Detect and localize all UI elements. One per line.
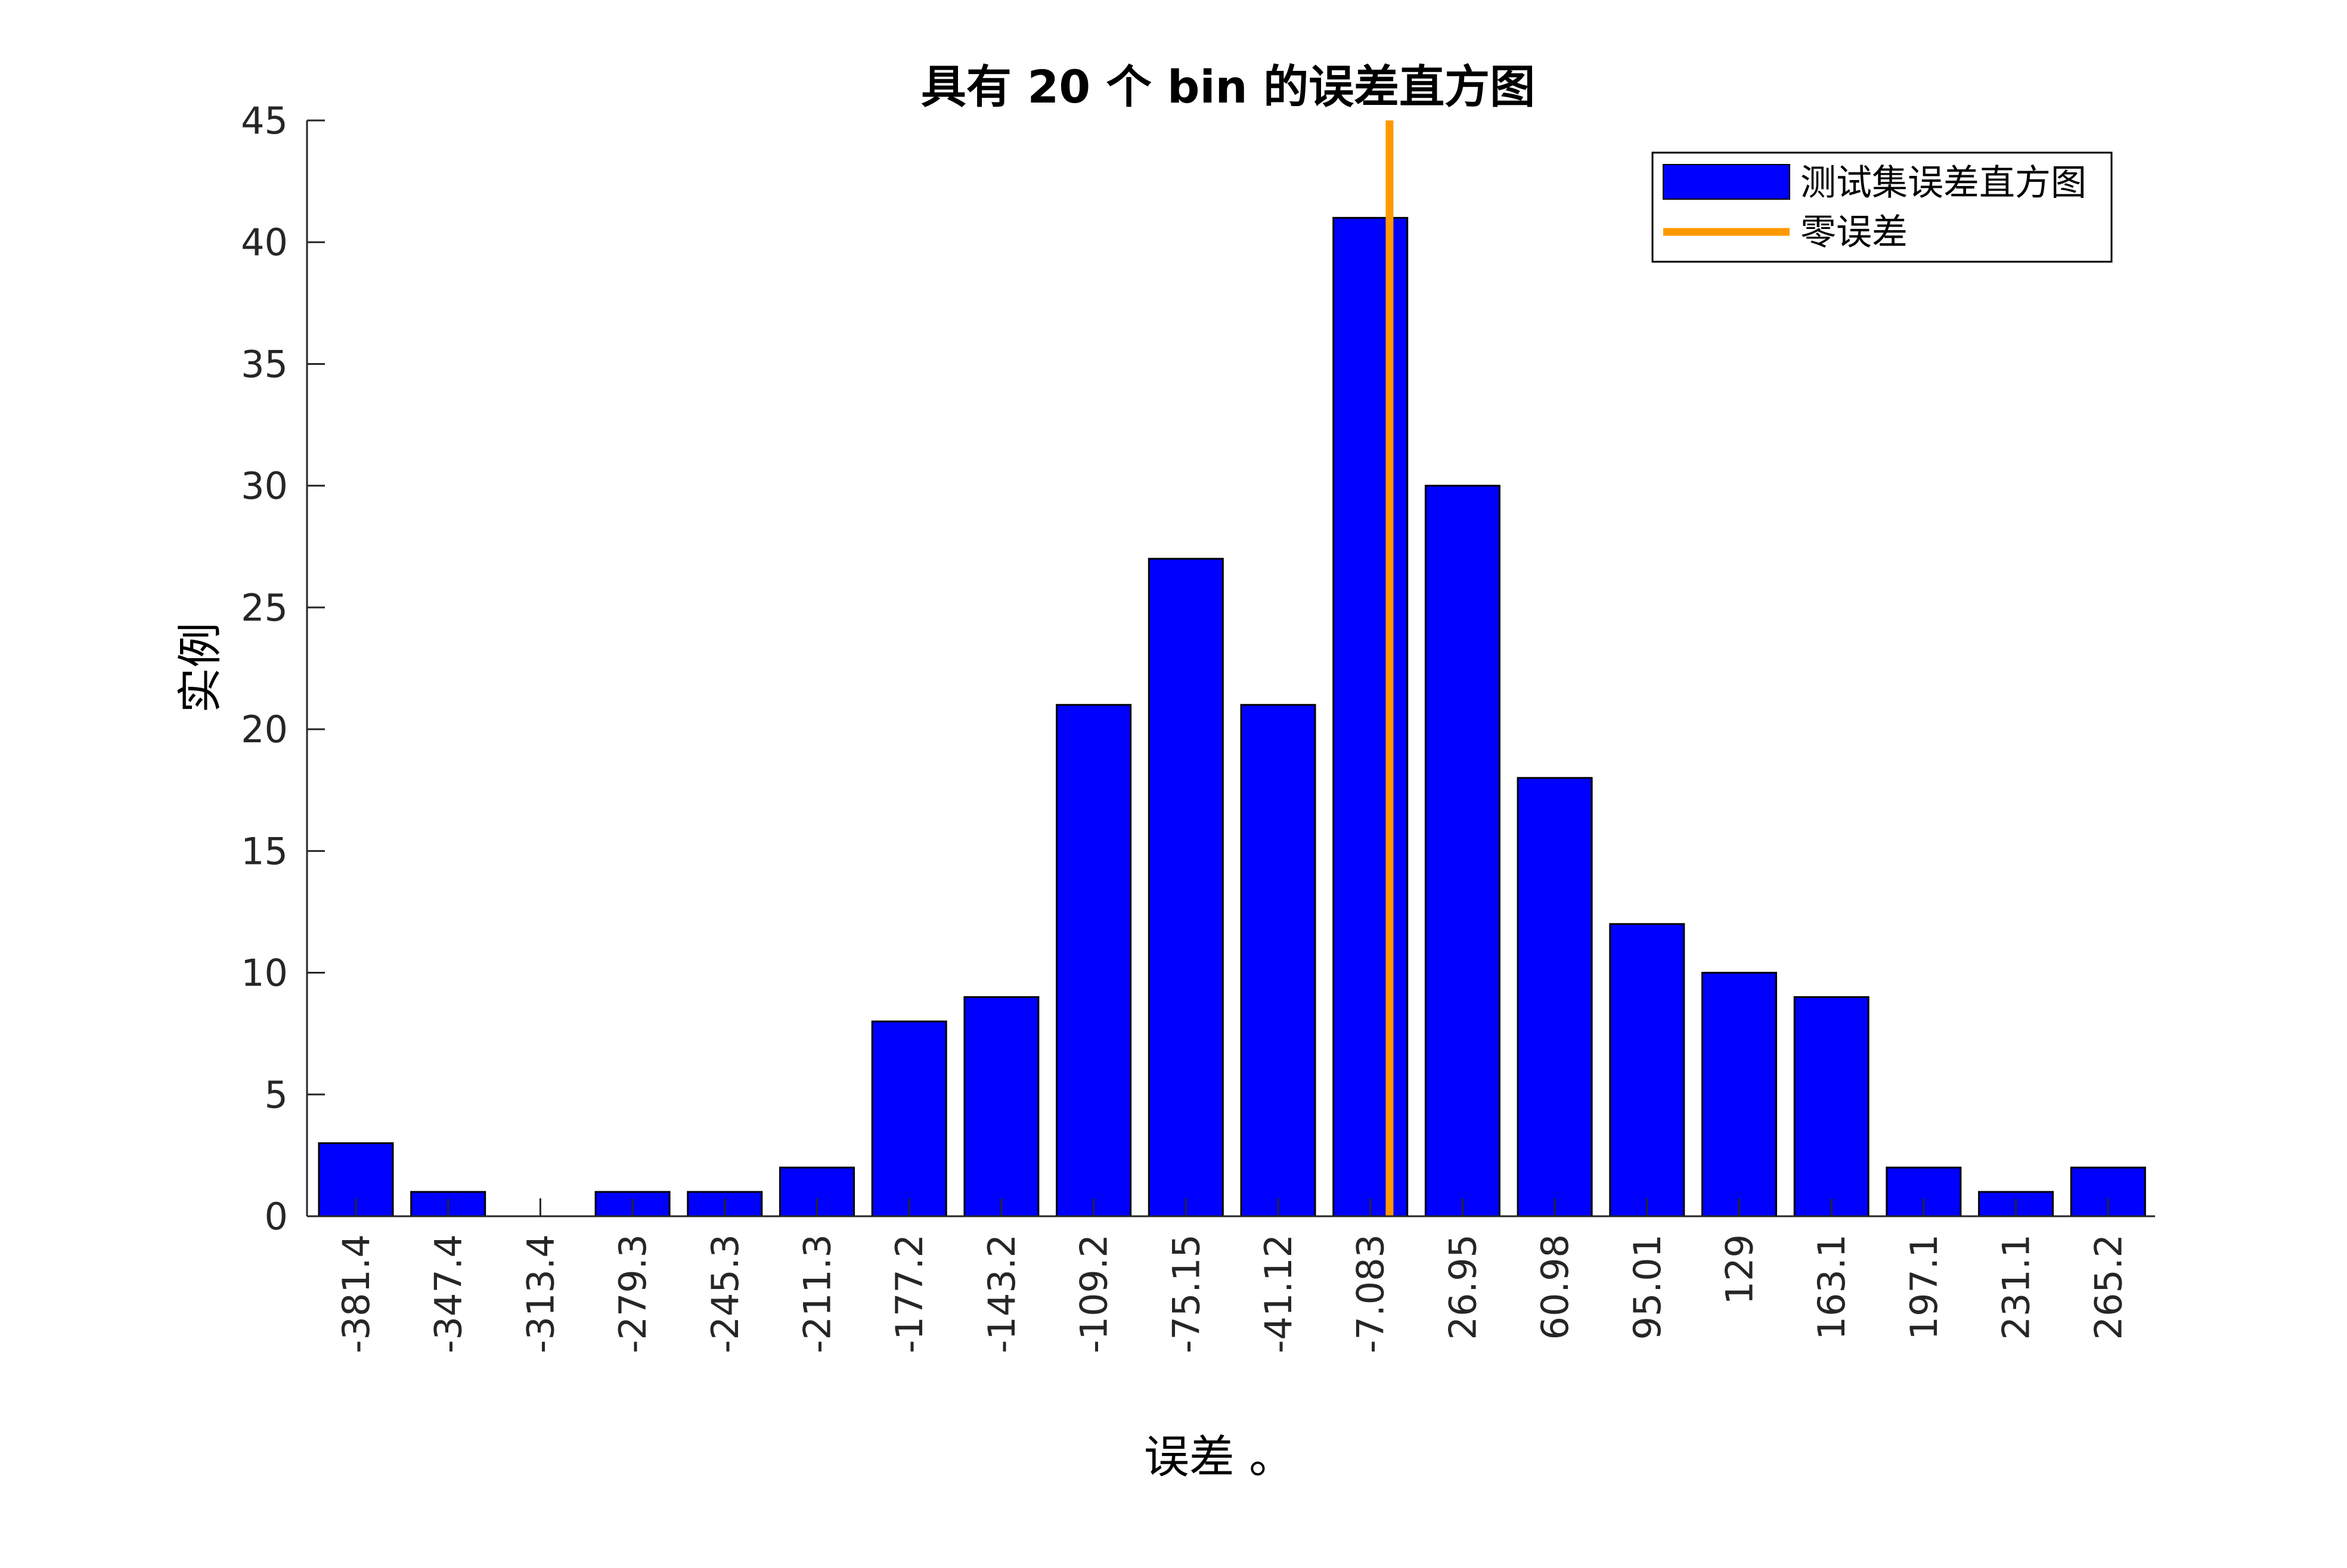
bar-11 [1332, 216, 1409, 1217]
x-tick-label: -177.2 [888, 1234, 931, 1353]
x-tick-label: -279.3 [611, 1234, 655, 1353]
x-tick-labels: -381.4 -347.4 -313.4 -279.3 -245.3 -211.3 -177… [334, 1234, 2130, 1353]
x-axis-label: 误差 。 [1144, 1430, 1294, 1483]
x-tick-label: -75.15 [1164, 1234, 1208, 1353]
x-tick-label: 197.1 [1902, 1234, 1946, 1340]
x-tick-label: -41.12 [1257, 1234, 1300, 1353]
bar-6 [871, 1020, 947, 1217]
bar-16 [1793, 996, 1869, 1217]
axes-layer [306, 119, 2155, 1217]
x-tick-label: -109.2 [1072, 1234, 1116, 1353]
y-tick-label: 10 [241, 952, 288, 995]
x-tick-label: -347.4 [427, 1234, 470, 1353]
bar-15 [1701, 972, 1777, 1217]
y-tick-label: 45 [241, 99, 288, 142]
y-tick-label: 20 [241, 708, 288, 751]
y-tick-labels: 0 5 10 15 20 25 30 35 40 45 [241, 99, 288, 1238]
y-tick-label: 0 [265, 1195, 288, 1238]
legend-label-bars: 测试集误差直方图 [1800, 162, 2086, 204]
x-tick-label: 231.1 [1995, 1234, 2038, 1340]
bar-10 [1240, 704, 1316, 1217]
x-tick-label: 163.1 [1810, 1234, 1853, 1340]
y-tick-label: 30 [241, 464, 288, 508]
bar-12 [1424, 485, 1500, 1217]
x-tick-label: -313.4 [519, 1234, 562, 1353]
bar-7 [963, 996, 1040, 1217]
y-tick-label: 25 [241, 586, 288, 630]
y-tick-label: 5 [265, 1073, 288, 1117]
bars-layer [318, 216, 2146, 1217]
x-tick-label: -7.083 [1349, 1234, 1393, 1353]
y-tick-label: 15 [241, 829, 288, 873]
x-tick-label: -211.3 [796, 1234, 839, 1353]
x-tick-label: 95.01 [1626, 1234, 1669, 1340]
chart-title: 具有 20 个 bin 的误差直方图 [921, 60, 1535, 113]
y-axis-label: 实例 [173, 622, 227, 713]
legend: 测试集误差直方图 零误差 [1651, 151, 2113, 263]
bar-13 [1517, 777, 1593, 1217]
x-tick-label: 129 [1718, 1234, 1762, 1304]
x-tick-label: -143.2 [980, 1234, 1024, 1353]
legend-label-line: 零误差 [1800, 212, 1908, 253]
x-tick-label: 60.98 [1533, 1234, 1577, 1340]
x-tick-label: -245.3 [703, 1234, 747, 1353]
bar-8 [1056, 704, 1132, 1217]
legend-swatch-bar [1663, 164, 1790, 200]
x-tick-label: 265.2 [2086, 1234, 2130, 1340]
y-tick-label: 40 [241, 221, 288, 264]
bar-14 [1609, 923, 1685, 1217]
bar-9 [1148, 557, 1224, 1217]
x-tick-label: -381.4 [334, 1234, 378, 1353]
y-tick-label: 35 [241, 342, 288, 386]
x-tick-label: 26.95 [1441, 1234, 1484, 1340]
